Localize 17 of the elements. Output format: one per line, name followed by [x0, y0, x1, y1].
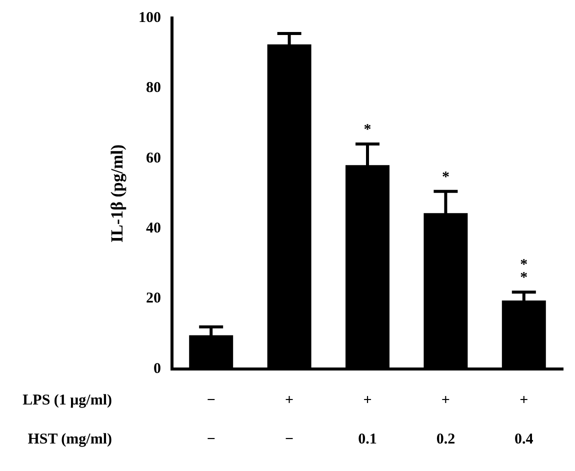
category-label: + 0.1: [358, 392, 377, 448]
annotation: * *: [520, 257, 528, 286]
y-tick-label: 40: [146, 220, 161, 236]
annotation: *: [364, 122, 372, 138]
y-tick-label: 80: [146, 80, 161, 96]
y-tick-label: 0: [154, 360, 161, 377]
category-label: − −: [206, 392, 216, 448]
y-tick-label: 20: [146, 290, 161, 307]
text: HST (mg/ml): [28, 431, 112, 448]
category-label: + 0.4: [514, 392, 534, 448]
category-label: + 0.2: [436, 392, 456, 448]
y-tick-label: 60: [146, 150, 161, 166]
category-label: + −: [285, 392, 294, 448]
annotation: *: [442, 169, 450, 186]
y-tick-label: 100: [138, 10, 161, 26]
text: LPS (1 μg/ml): [22, 392, 112, 408]
y-axis-title: IL-1β (pg/ml): [107, 144, 126, 243]
